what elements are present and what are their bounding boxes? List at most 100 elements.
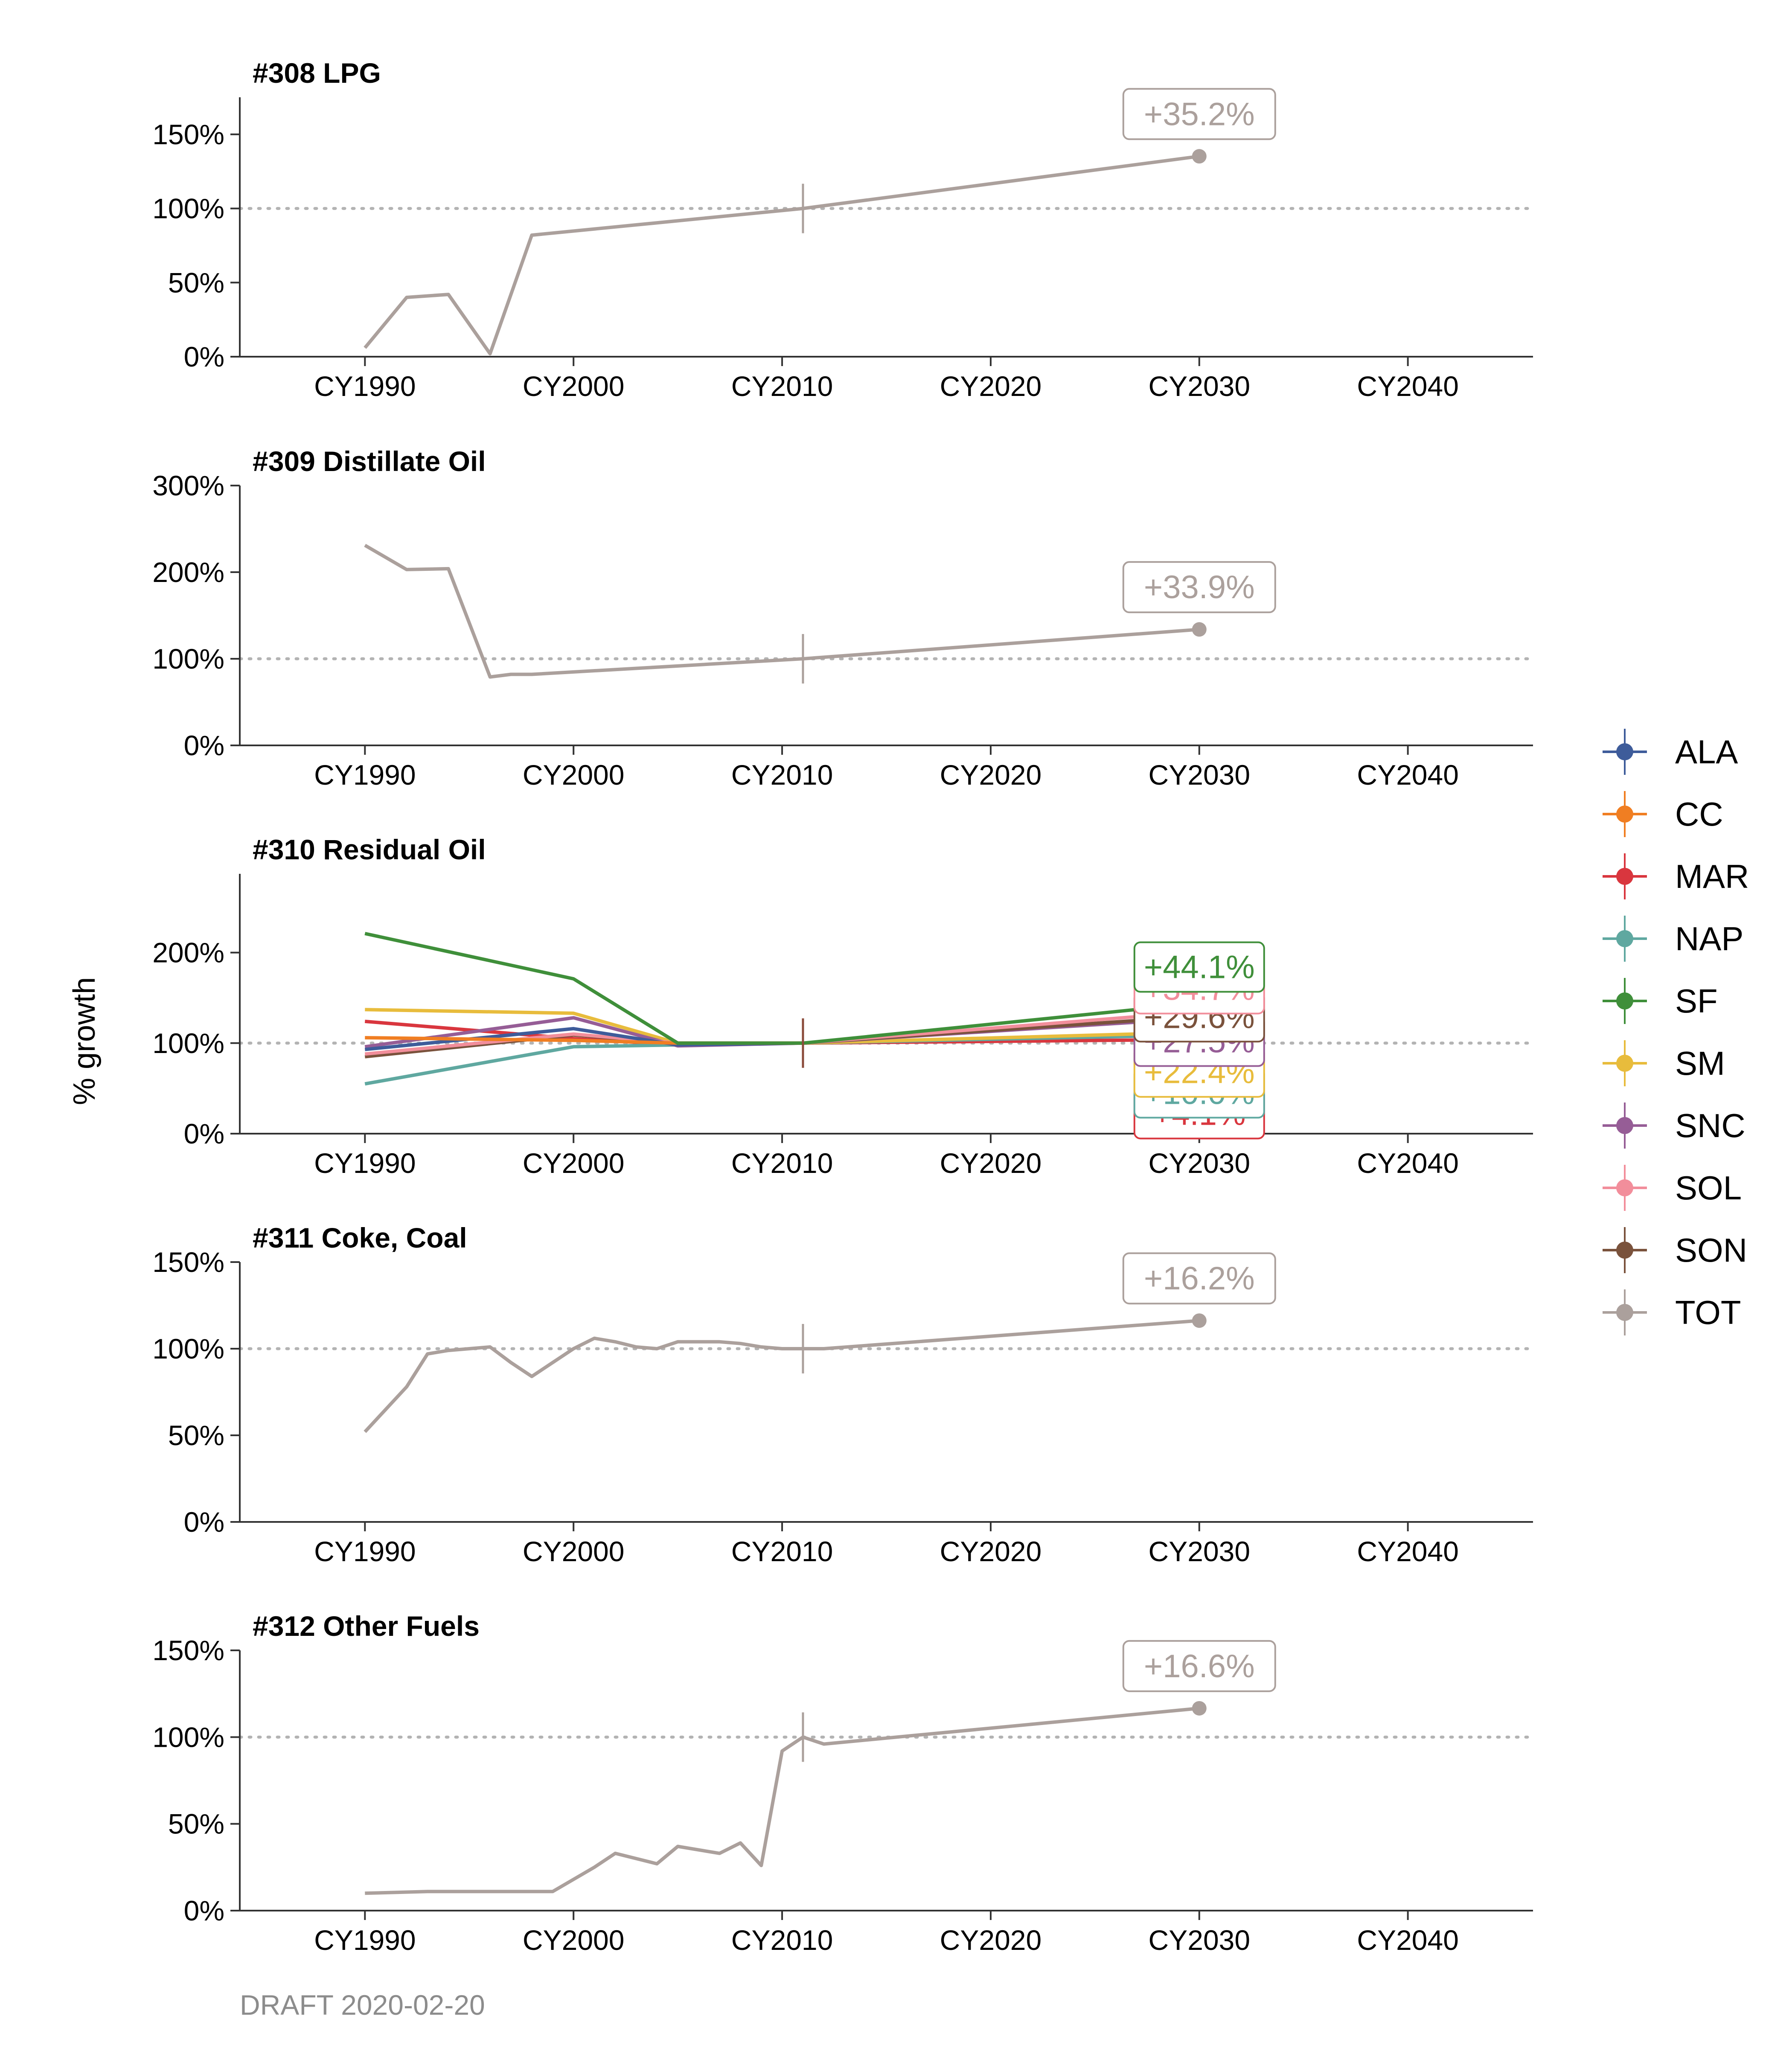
legend-label: MAR	[1675, 858, 1749, 895]
y-tick-label: 100%	[152, 1333, 224, 1364]
legend-item-son: SON	[1603, 1227, 1747, 1273]
x-tick-label: CY2040	[1357, 1924, 1459, 1956]
end-label-tot: +16.6%	[1122, 1640, 1276, 1692]
x-tick-label: CY2030	[1149, 759, 1251, 791]
end-label-tot: +33.9%	[1122, 561, 1276, 614]
y-tick-label: 100%	[152, 193, 224, 224]
panel-title: #310 Residual Oil	[253, 834, 486, 865]
legend-label: SNC	[1675, 1107, 1745, 1144]
x-tick-label: CY1990	[314, 759, 416, 791]
panel-311-coke-coal: #311 Coke, Coal 0% 50% 100% 150% CY1990 CY2000…	[152, 1222, 1535, 1567]
y-tick-label: 50%	[168, 1420, 224, 1451]
x-tick-label: CY2010	[731, 370, 833, 402]
y-tick-label: 100%	[152, 1027, 224, 1059]
panel-308-lpg: #308 LPG 0% 50% 100% 150% CY1990 CY2000 CY2010 C…	[152, 57, 1535, 402]
legend-item-ala: ALA	[1603, 729, 1738, 775]
x-tick-label: CY2030	[1149, 1924, 1251, 1956]
x-tick-label: CY2010	[731, 1924, 833, 1956]
y-tick-label: 0%	[184, 1506, 224, 1538]
legend-label: SON	[1675, 1231, 1747, 1269]
end-label-text: +33.9%	[1144, 569, 1255, 605]
legend-marker	[1616, 1055, 1633, 1072]
y-tick-label: 150%	[152, 1635, 224, 1666]
legend-label: SM	[1675, 1044, 1725, 1082]
panel-309-distillate-oil: #309 Distillate Oil 0% 100% 200% 300% CY1990 C…	[152, 445, 1535, 791]
legend-marker	[1616, 868, 1633, 885]
x-tick-label: CY1990	[314, 1147, 416, 1179]
legend-item-tot: TOT	[1603, 1289, 1741, 1335]
y-tick-label: 300%	[152, 470, 224, 501]
legend-marker	[1616, 1117, 1633, 1134]
panel-title: #309 Distillate Oil	[253, 445, 486, 477]
x-tick-label: CY1990	[314, 1924, 416, 1956]
x-tick-label: CY1990	[314, 1536, 416, 1567]
end-label-text: +44.1%	[1144, 949, 1255, 986]
y-tick-label: 200%	[152, 556, 224, 588]
legend-label: NAP	[1675, 920, 1743, 957]
end-point-tot	[1192, 149, 1207, 164]
legend-item-sf: SF	[1603, 978, 1718, 1024]
x-tick-label: CY2020	[940, 1147, 1042, 1179]
x-tick-label: CY2040	[1357, 1147, 1459, 1179]
legend-marker	[1616, 1304, 1633, 1321]
x-tick-label: CY2020	[940, 370, 1042, 402]
panel-title: #311 Coke, Coal	[253, 1222, 467, 1254]
end-label-text: +35.2%	[1144, 96, 1255, 132]
x-tick-label: CY2030	[1149, 1536, 1251, 1567]
legend-item-nap: NAP	[1603, 916, 1743, 962]
x-tick-label: CY2010	[731, 1147, 833, 1179]
legend-item-snc: SNC	[1603, 1103, 1745, 1149]
end-point-tot	[1192, 1313, 1207, 1328]
end-label-box	[1122, 1252, 1276, 1305]
end-label-text: +16.6%	[1144, 1648, 1255, 1684]
x-tick-label: CY2010	[731, 1536, 833, 1567]
legend-item-cc: CC	[1603, 791, 1723, 837]
y-tick-label: 150%	[152, 119, 224, 150]
y-tick-label: 100%	[152, 643, 224, 675]
x-tick-label: CY1990	[314, 370, 416, 402]
x-tick-label: CY2020	[940, 759, 1042, 791]
legend-label: CC	[1675, 795, 1723, 833]
y-tick-label: 150%	[152, 1246, 224, 1278]
x-tick-label: CY2010	[731, 759, 833, 791]
x-tick-label: CY2030	[1149, 1147, 1251, 1179]
x-tick-label: CY2040	[1357, 759, 1459, 791]
y-tick-label: 0%	[184, 1118, 224, 1149]
x-tick-label: CY2020	[940, 1536, 1042, 1567]
legend-item-sm: SM	[1603, 1040, 1725, 1086]
y-tick-label: 50%	[168, 267, 224, 298]
series-line-sf	[364, 932, 1200, 1045]
legend-marker	[1616, 743, 1633, 760]
legend: ALA CC MAR NAP SF SM SNC SOL SON TOT	[1603, 729, 1749, 1335]
legend-marker	[1616, 1179, 1633, 1196]
x-tick-label: CY2000	[523, 1924, 625, 1956]
panel-title: #308 LPG	[253, 57, 381, 89]
x-tick-label: CY2030	[1149, 370, 1251, 402]
legend-label: TOT	[1675, 1294, 1741, 1331]
panels: #308 LPG 0% 50% 100% 150% CY1990 CY2000 CY2010 C…	[152, 57, 1535, 1956]
legend-marker	[1616, 930, 1633, 947]
x-tick-label: CY2040	[1357, 1536, 1459, 1567]
end-label-box	[1133, 941, 1265, 993]
x-tick-label: CY2000	[523, 1536, 625, 1567]
end-point-tot	[1192, 622, 1207, 637]
end-label-tot: +16.2%	[1122, 1252, 1276, 1305]
panel-title: #312 Other Fuels	[253, 1610, 480, 1642]
end-label-tot: +35.2%	[1122, 88, 1276, 140]
legend-marker	[1616, 1242, 1633, 1259]
legend-item-mar: MAR	[1603, 853, 1749, 899]
x-tick-label: CY2000	[523, 1147, 625, 1179]
x-tick-label: CY2020	[940, 1924, 1042, 1956]
x-tick-label: CY2000	[523, 370, 625, 402]
panel-312-other-fuels: #312 Other Fuels 0% 50% 100% 150% CY1990 CY200…	[152, 1610, 1535, 1956]
y-tick-label: 0%	[184, 1895, 224, 1926]
end-point-tot	[1192, 1701, 1207, 1716]
legend-item-sol: SOL	[1603, 1165, 1742, 1211]
series-line-tot	[364, 544, 1200, 679]
series-line-tot	[364, 1319, 1200, 1433]
legend-label: SOL	[1675, 1169, 1742, 1207]
y-tick-label: 100%	[152, 1721, 224, 1753]
legend-label: ALA	[1675, 733, 1738, 771]
